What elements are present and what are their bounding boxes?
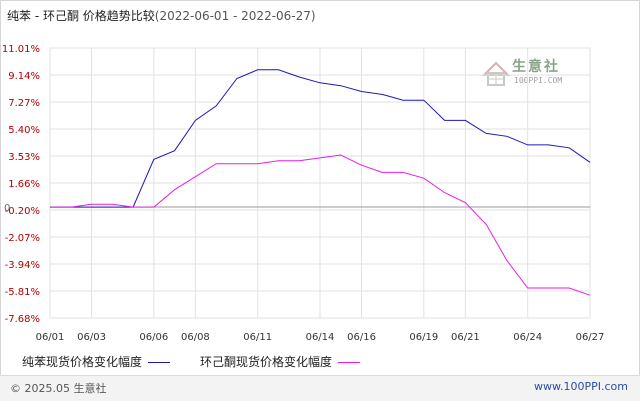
x-tick-label: 06/06 [139, 332, 168, 343]
y-tick-label: 9.14% [8, 71, 40, 82]
footer-url[interactable]: www.100PPI.com [534, 380, 628, 393]
y-tick-label: -0.20% [5, 206, 40, 217]
x-tick-label: 06/27 [576, 332, 605, 343]
legend-series-2: 环己酮现货价格变化幅度 [200, 353, 361, 370]
y-tick-label: -7.68% [5, 314, 40, 325]
x-tick-label: 06/01 [36, 332, 65, 343]
x-tick-label: 06/16 [347, 332, 376, 343]
watermark-url: 100PPI.COM [514, 76, 563, 85]
legend-label-series-1: 纯苯现货价格变化幅度 [22, 355, 143, 369]
legend-series-1: 纯苯现货价格变化幅度 [22, 353, 171, 370]
y-tick-label: -2.07% [5, 233, 40, 244]
y-tick-label: 11.01% [2, 44, 40, 55]
legend-label-series-2: 环己酮现货价格变化幅度 [200, 355, 333, 369]
chart-title: 纯苯 - 环己酮 价格趋势比较(2022-06-01 - 2022-06-27) [7, 7, 316, 24]
x-tick-label: 06/21 [451, 332, 480, 343]
y-tick-label: 7.27% [8, 98, 40, 109]
y-tick-label: 1.66% [8, 179, 40, 190]
y-tick-label: 3.53% [8, 152, 40, 163]
legend-swatch-series-1 [148, 362, 171, 363]
y-tick-label: -5.81% [5, 287, 40, 298]
footer-copyright: © 2025.05 生意社 [10, 382, 107, 395]
y-tick-label: 5.40% [8, 125, 40, 136]
footer-bar [0, 375, 640, 401]
zero-label: 0 [4, 203, 10, 214]
chart-title-main: 纯苯 - 环己酮 价格趋势比较 [7, 9, 155, 23]
watermark-name: 生意社 [512, 59, 560, 75]
x-tick-label: 06/11 [243, 332, 272, 343]
legend-swatch-series-2 [338, 362, 361, 363]
x-tick-label: 06/14 [306, 332, 335, 343]
x-tick-label: 06/19 [409, 332, 438, 343]
chart-title-range: (2022-06-01 - 2022-06-27) [154, 9, 316, 23]
series-line-2 [50, 154, 591, 296]
x-tick-label: 06/03 [77, 332, 106, 343]
x-tick-label: 06/08 [181, 332, 210, 343]
x-tick-label: 06/24 [513, 332, 542, 343]
series-line-1 [50, 69, 591, 208]
y-tick-label: -3.94% [5, 260, 40, 271]
